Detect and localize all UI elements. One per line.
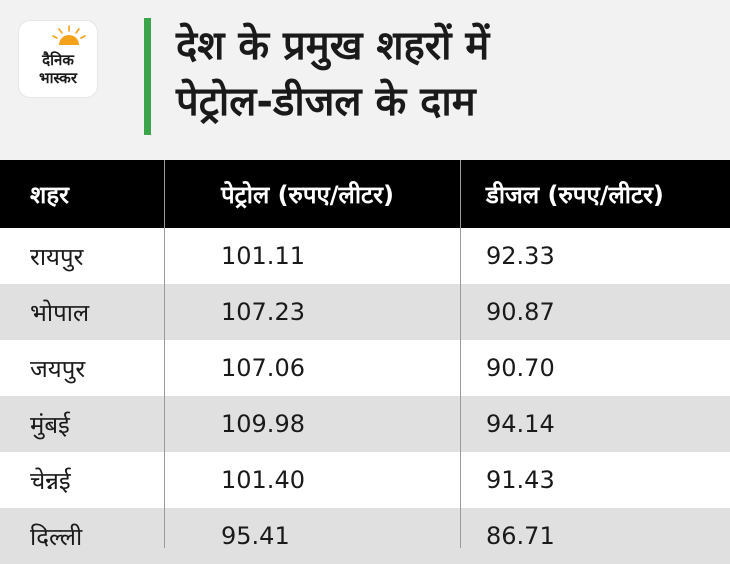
city-cell: जयपुर xyxy=(30,354,86,383)
city-cell: चेन्नई xyxy=(30,466,71,495)
logo-line-1: दैनिक xyxy=(41,51,75,69)
petrol-price-cell: 95.41 xyxy=(221,522,290,550)
diesel-price-cell: 90.70 xyxy=(486,354,555,382)
petrol-price-cell: 107.23 xyxy=(221,298,305,326)
diesel-price-cell: 86.71 xyxy=(486,522,555,550)
table-row: चेन्नई 101.40 91.43 xyxy=(0,452,730,508)
petrol-price-cell: 101.11 xyxy=(221,242,305,270)
accent-bar xyxy=(144,18,151,135)
column-divider xyxy=(460,160,461,548)
city-cell: रायपुर xyxy=(30,242,84,271)
diesel-price-cell: 90.87 xyxy=(486,298,555,326)
city-cell: दिल्ली xyxy=(30,522,83,551)
header-diesel: डीजल (रुपए/लीटर) xyxy=(486,180,664,209)
dainik-bhaskar-logo: दैनिक भास्कर xyxy=(19,21,97,97)
title-line-2: पेट्रोल-डीजल के दाम xyxy=(176,79,476,125)
header-panel: दैनिक भास्कर देश के प्रमुख शहरों में पेट… xyxy=(0,0,730,160)
table-row: रायपुर 101.11 92.33 xyxy=(0,228,730,284)
column-divider xyxy=(164,160,165,548)
logo-line-2: भास्कर xyxy=(39,69,78,87)
fuel-price-table: शहर पेट्रोल (रुपए/लीटर) डीजल (रुपए/लीटर)… xyxy=(0,160,730,564)
diesel-price-cell: 91.43 xyxy=(486,466,555,494)
title-line-1: देश के प्रमुख शहरों में xyxy=(176,23,490,69)
table-row: मुंबई 109.98 94.14 xyxy=(0,396,730,452)
page-title: देश के प्रमुख शहरों में पेट्रोल-डीजल के … xyxy=(176,18,716,130)
table-row: भोपाल 107.23 90.87 xyxy=(0,284,730,340)
header-city: शहर xyxy=(30,180,69,209)
logo-sun-icon: दैनिक भास्कर xyxy=(39,25,86,87)
city-cell: भोपाल xyxy=(30,298,90,327)
diesel-price-cell: 94.14 xyxy=(486,410,555,438)
table-row: जयपुर 107.06 90.70 xyxy=(0,340,730,396)
header-petrol: पेट्रोल (रुपए/लीटर) xyxy=(221,180,394,209)
petrol-price-cell: 107.06 xyxy=(221,354,305,382)
table-header-row: शहर पेट्रोल (रुपए/लीटर) डीजल (रुपए/लीटर) xyxy=(0,160,730,228)
city-cell: मुंबई xyxy=(30,410,70,439)
petrol-price-cell: 101.40 xyxy=(221,466,305,494)
petrol-price-cell: 109.98 xyxy=(221,410,305,438)
diesel-price-cell: 92.33 xyxy=(486,242,555,270)
table-row: दिल्ली 95.41 86.71 xyxy=(0,508,730,564)
